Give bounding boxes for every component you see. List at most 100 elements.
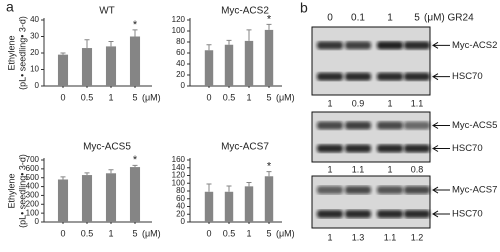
bar — [57, 179, 69, 222]
error-bar — [108, 40, 114, 47]
band-ratio: 1 — [387, 98, 392, 108]
bar — [244, 40, 254, 86]
band-ratio: 0.9 — [352, 98, 365, 108]
bar — [264, 176, 274, 222]
lane-label: 0.1 — [351, 13, 365, 24]
y-tick-label: 80 — [176, 186, 185, 195]
bar — [224, 44, 234, 86]
y-tick-label: 100 — [26, 208, 40, 217]
bar — [264, 29, 274, 86]
panel-label: a — [6, 0, 14, 15]
blot-band — [317, 186, 343, 195]
y-tick-label: 700 — [26, 155, 40, 164]
band-ratio: 1.3 — [352, 232, 365, 242]
y-tick-label: 40 — [30, 15, 39, 24]
blot-frame — [311, 175, 431, 229]
y-tick-label: 40 — [176, 202, 185, 211]
y-tick-label: 140 — [172, 163, 186, 172]
band-ratio: 1 — [327, 232, 332, 242]
x-tick-label: 0 — [206, 92, 211, 102]
lane-label: 1 — [387, 13, 393, 24]
x-tick-label: 1 — [108, 228, 113, 238]
y-tick-label: 20 — [176, 209, 185, 218]
band-ratio: 1 — [387, 164, 392, 174]
error-bar — [206, 183, 212, 192]
blot-band — [345, 186, 371, 195]
y-tick-label: 10 — [30, 65, 39, 74]
chart-title: Myc-ACS5 — [83, 142, 131, 153]
x-tick-label: 0.5 — [223, 92, 236, 102]
y-tick-label: 600 — [26, 164, 40, 173]
y-axis-label: (pL• seedling• 3-d) — [17, 154, 27, 228]
arrow — [432, 210, 450, 218]
lane-label: 0 — [327, 13, 333, 24]
blot-band — [377, 144, 403, 153]
band-label: HSC70 — [452, 71, 483, 82]
blot-frame — [311, 111, 431, 163]
blot-band — [345, 72, 371, 81]
x-unit: (μM) — [142, 228, 161, 238]
y-tick-label: 20 — [176, 70, 185, 79]
y-tick-label: 0 — [35, 81, 40, 90]
blot-band — [377, 209, 403, 218]
band-ratio: 1.2 — [411, 232, 424, 242]
y-tick-label: 0 — [35, 217, 40, 226]
band-label: HSC70 — [452, 208, 483, 219]
band-label: HSC70 — [452, 143, 483, 154]
error-bar — [266, 23, 272, 30]
blot-band — [317, 144, 343, 153]
blot-band — [404, 186, 430, 195]
error-bar — [246, 29, 252, 41]
y-tick-label: 60 — [176, 48, 185, 57]
significance-mark: * — [267, 13, 272, 25]
chart-title: WT — [99, 6, 115, 17]
error-bar — [226, 39, 232, 45]
x-unit: (μM) — [142, 92, 161, 102]
x-tick-label: 5 — [132, 92, 137, 102]
bar — [129, 36, 141, 86]
y-axis-label: Ethylene — [6, 35, 16, 70]
y-tick-label: 20 — [30, 48, 39, 57]
x-tick-label: 0.5 — [81, 92, 94, 102]
bar — [244, 186, 254, 222]
error-bar — [84, 172, 90, 176]
band-label: Myc-ACS5 — [452, 120, 497, 131]
lane-label: (μM) GR24 — [424, 13, 474, 24]
y-tick-label: 30 — [30, 32, 39, 41]
bar — [204, 191, 214, 222]
arrow — [432, 73, 450, 81]
band-ratio: 1 — [327, 98, 332, 108]
arrow — [432, 41, 450, 49]
blot-band — [404, 41, 430, 50]
bar — [224, 191, 234, 222]
chart-title: Myc-ACS2 — [221, 6, 269, 17]
error-bar — [132, 164, 138, 168]
y-tick-label: 40 — [176, 59, 185, 68]
x-tick-label: 1 — [246, 228, 251, 238]
y-tick-label: 0 — [181, 217, 186, 226]
blot-band — [317, 121, 343, 130]
error-bar — [60, 52, 66, 55]
x-tick-label: 5 — [132, 228, 137, 238]
y-tick-label: 120 — [172, 15, 186, 24]
error-bar — [132, 29, 138, 37]
band-label: Myc-ACS2 — [452, 40, 497, 51]
y-tick-label: 500 — [26, 173, 40, 182]
blot-band — [377, 121, 403, 130]
y-tick-label: 120 — [172, 171, 186, 180]
x-tick-label: 5 — [266, 92, 271, 102]
arrow — [432, 145, 450, 152]
error-bar — [206, 44, 212, 51]
blot-band — [404, 72, 430, 81]
blot-band — [377, 186, 403, 195]
blot-band — [345, 209, 371, 218]
x-tick-label: 0 — [206, 228, 211, 238]
y-tick-label: 60 — [176, 194, 185, 203]
panel-label: b — [300, 0, 308, 16]
significance-mark: * — [133, 154, 138, 166]
blot-frame — [311, 26, 431, 96]
bar — [204, 50, 214, 86]
band-ratio: 1.1 — [352, 164, 365, 174]
error-bar — [84, 39, 90, 49]
